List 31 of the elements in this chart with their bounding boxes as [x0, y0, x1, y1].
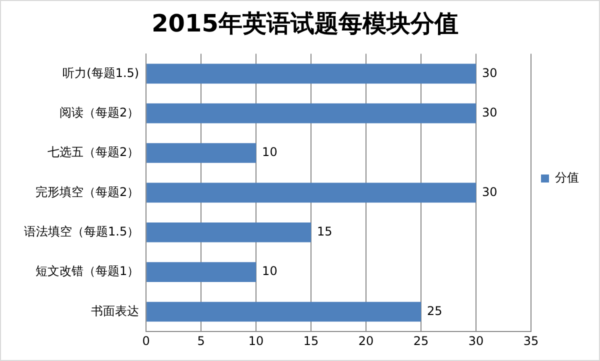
y-tick-label: 完形填空（每题2）	[35, 184, 140, 199]
bar	[146, 222, 312, 242]
y-tick-label: 语法填空（每题1.5）	[24, 224, 140, 239]
data-label: 30	[482, 184, 498, 199]
data-label: 30	[482, 105, 498, 120]
x-tick-label: 5	[197, 334, 205, 348]
x-tick-label: 30	[468, 334, 484, 348]
x-tick-label: 20	[358, 334, 374, 348]
data-label: 10	[262, 145, 278, 160]
bar	[146, 64, 476, 84]
bar	[146, 262, 256, 282]
bar	[146, 143, 256, 163]
data-label: 10	[262, 264, 278, 278]
y-tick-label: 听力(每题1.5)	[62, 66, 140, 80]
y-tick-label: 短文改错（每题1）	[35, 264, 140, 278]
x-tick-label: 15	[303, 334, 319, 348]
chart-title: 2015年英语试题每模块分值	[152, 10, 458, 38]
y-tick-label: 七选五（每题2）	[47, 145, 140, 160]
bar	[146, 302, 422, 322]
data-label: 15	[317, 224, 332, 239]
bar	[146, 182, 476, 203]
x-tick-label: 35	[523, 334, 539, 348]
x-tick-label: 25	[413, 334, 429, 348]
legend-label: 分值	[555, 170, 579, 185]
bar	[146, 103, 476, 124]
data-label: 30	[482, 66, 498, 80]
y-tick-label: 阅读（每题2）	[59, 105, 140, 120]
x-tick-label: 0	[142, 334, 150, 348]
x-tick-label: 10	[248, 334, 264, 348]
y-tick-label: 书面表达	[91, 304, 140, 318]
data-label: 25	[427, 304, 442, 318]
